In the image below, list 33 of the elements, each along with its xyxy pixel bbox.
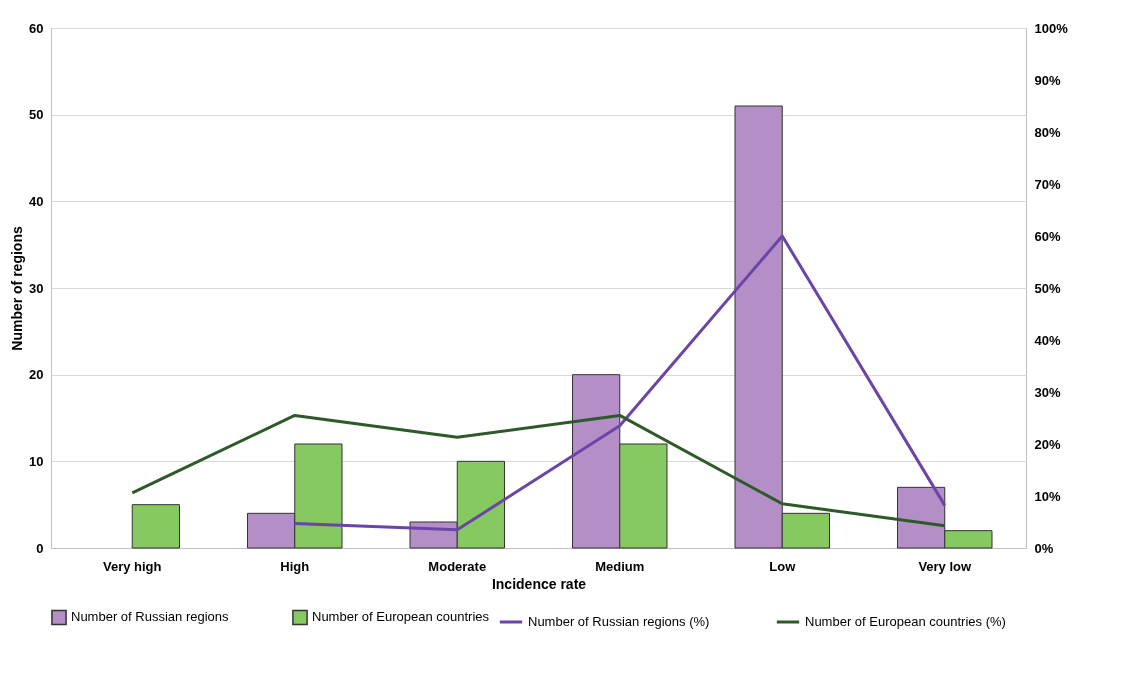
line-series (293, 234, 947, 532)
x-axis-title: Incidence rate (491, 575, 587, 592)
y-tick-label: 30 (29, 280, 44, 296)
y2-tick-label: 70% (1034, 176, 1061, 192)
y-tick-label: 0 (36, 540, 44, 556)
y2-tick-label: 40% (1034, 332, 1061, 348)
x-tick-label: Medium (595, 558, 645, 574)
y2-tick-label: 30% (1034, 384, 1061, 400)
y-tick-label: 40 (29, 193, 44, 209)
y-tick-label: 60 (29, 20, 44, 36)
y-axis-title: Number of regions (9, 226, 26, 351)
legend-label: Number of European countries (%) (805, 614, 1006, 629)
x-tick-label: Moderate (428, 558, 487, 574)
y2-tick-label: 80% (1034, 124, 1061, 140)
legend-label: Number of Russian regions (71, 609, 230, 625)
y-tick-label: 20 (29, 367, 44, 383)
y2-tick-label: 50% (1034, 280, 1061, 296)
x-tick-label: High (280, 558, 310, 574)
legend-label: Number of Russian regions (%) (528, 614, 710, 629)
legend-label: Number of European countries (312, 609, 490, 625)
y2-tick-label: 10% (1034, 488, 1061, 504)
y-tick-label: 10 (29, 453, 44, 469)
x-tick-label: Low (769, 558, 797, 574)
x-tick-label: Very low (918, 558, 973, 574)
y-tick-label: 50 (29, 107, 44, 123)
y2-tick-label: 60% (1034, 228, 1061, 244)
y2-tick-label: 100% (1034, 20, 1069, 36)
y2-tick-label: 0% (1034, 540, 1054, 556)
y2-tick-label: 90% (1034, 72, 1061, 88)
line-series (130, 413, 947, 528)
bar (131, 504, 180, 549)
y2-tick-label: 20% (1034, 436, 1061, 452)
x-tick-label: Very high (102, 558, 162, 574)
